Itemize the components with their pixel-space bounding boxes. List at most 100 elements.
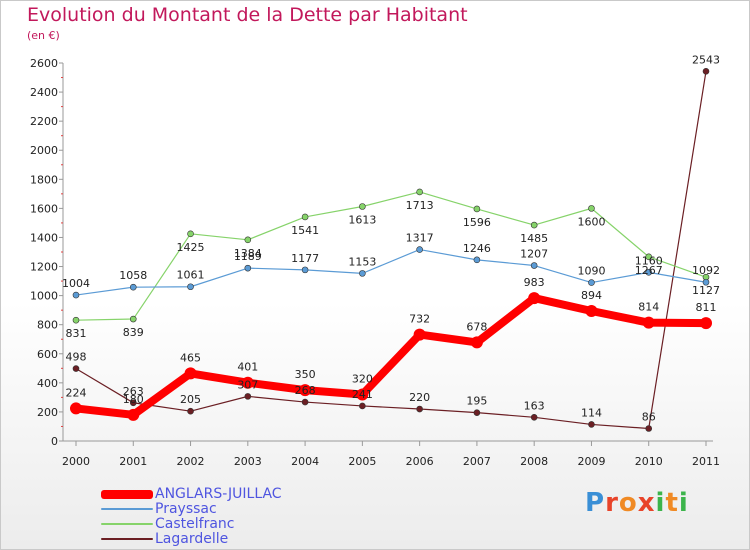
legend-swatch-prayssac — [101, 508, 153, 510]
data-label-lagardelle: 195 — [466, 395, 487, 408]
data-label-prayssac: 1189 — [234, 250, 262, 263]
data-point-anglars-juillac — [356, 388, 369, 401]
legend-label-anglars-juillac: ANGLARS-JUILLAC — [155, 486, 282, 502]
data-point-prayssac — [416, 246, 423, 253]
data-point-lagardelle — [187, 407, 194, 415]
data-label-lagardelle: 205 — [180, 393, 201, 406]
data-label-anglars-juillac: 894 — [581, 289, 602, 302]
logo-letter: r — [605, 488, 619, 518]
data-label-prayssac: 1061 — [177, 269, 205, 282]
data-point-anglars-juillac — [413, 328, 426, 341]
data-point-anglars-juillac — [585, 305, 598, 318]
legend-item-prayssac: Prayssac — [101, 501, 361, 517]
series-line-lagardelle — [75, 70, 707, 430]
data-point-prayssac — [702, 278, 710, 286]
logo-letter: t — [665, 488, 679, 518]
data-point-prayssac — [530, 262, 538, 269]
x-tick-label: 2010 — [635, 455, 663, 468]
data-label-prayssac: 1092 — [692, 264, 720, 277]
data-point-lagardelle — [588, 421, 595, 428]
data-point-castelfranc — [359, 203, 366, 210]
y-tick-label: 1600 — [30, 202, 58, 215]
data-label-anglars-juillac: 811 — [696, 301, 717, 314]
data-point-anglars-juillac — [299, 384, 312, 397]
data-label-castelfranc: 1600 — [577, 215, 605, 228]
data-point-anglars-juillac — [700, 317, 712, 330]
data-point-anglars-juillac — [642, 316, 655, 329]
data-label-castelfranc: 839 — [123, 326, 144, 339]
logo-letter: P — [585, 488, 606, 518]
x-tick-label: 2006 — [406, 455, 434, 468]
data-label-lagardelle: 114 — [581, 406, 602, 419]
y-tick-label: 1200 — [30, 261, 58, 274]
data-label-lagardelle: 2543 — [692, 53, 720, 66]
data-label-anglars-juillac: 465 — [180, 351, 201, 364]
x-tick-label: 2008 — [520, 455, 548, 468]
y-tick-label: 2000 — [30, 144, 58, 157]
y-tick-label: 0 — [51, 435, 58, 448]
data-label-anglars-juillac: 678 — [466, 320, 487, 333]
y-tick-label: 1800 — [30, 173, 58, 186]
data-label-prayssac: 1207 — [520, 248, 548, 261]
y-tick-label: 800 — [37, 319, 58, 332]
data-point-castelfranc — [244, 236, 252, 244]
data-label-prayssac: 1058 — [119, 269, 147, 282]
data-point-lagardelle — [416, 405, 423, 413]
data-point-prayssac — [473, 256, 481, 264]
data-label-anglars-juillac: 983 — [524, 276, 545, 289]
data-point-anglars-juillac — [470, 336, 483, 349]
data-label-castelfranc: 1541 — [291, 224, 319, 237]
data-point-anglars-juillac — [184, 367, 197, 380]
legend-swatch-castelfranc — [101, 523, 153, 525]
x-tick-label: 2002 — [177, 455, 205, 468]
legend-label-lagardelle: Lagardelle — [155, 531, 229, 547]
data-point-castelfranc — [301, 213, 309, 221]
data-label-lagardelle: 86 — [642, 410, 656, 423]
data-label-castelfranc: 1425 — [177, 241, 205, 254]
logo-letter: o — [618, 488, 638, 518]
series-lagardelle — [72, 67, 710, 432]
data-label-lagardelle: 307 — [237, 378, 258, 391]
data-point-prayssac — [359, 270, 366, 277]
x-tick-label: 2003 — [234, 455, 262, 468]
data-label-prayssac: 1004 — [62, 277, 90, 290]
data-label-anglars-juillac: 180 — [123, 393, 144, 406]
data-label-lagardelle: 241 — [352, 388, 373, 401]
data-point-anglars-juillac — [528, 292, 541, 305]
y-tick-label: 2600 — [30, 57, 58, 70]
data-point-anglars-juillac — [127, 408, 140, 421]
data-label-castelfranc: 1713 — [406, 199, 434, 212]
data-label-prayssac: 1177 — [291, 252, 319, 265]
data-point-lagardelle — [301, 398, 309, 406]
data-point-prayssac — [588, 279, 595, 286]
data-point-lagardelle — [473, 409, 481, 416]
data-point-castelfranc — [588, 205, 595, 212]
series-line-castelfranc — [75, 191, 707, 321]
y-tick-label: 1400 — [30, 231, 58, 244]
chart-unit-label: (en €) — [27, 29, 60, 42]
x-tick-label: 2004 — [291, 455, 319, 468]
data-label-lagardelle: 263 — [123, 385, 144, 398]
data-label-anglars-juillac: 224 — [66, 386, 87, 399]
data-point-lagardelle — [129, 399, 137, 407]
data-label-anglars-juillac: 732 — [409, 313, 430, 326]
data-label-castelfranc: 831 — [66, 327, 87, 340]
data-point-prayssac — [129, 283, 137, 291]
series-line-prayssac — [75, 248, 707, 296]
data-label-lagardelle: 163 — [524, 399, 545, 412]
chart-title: Evolution du Montant de la Dette par Hab… — [27, 4, 468, 26]
x-tick-label: 2005 — [348, 455, 376, 468]
data-label-prayssac: 1317 — [406, 232, 434, 245]
legend-item-lagardelle: Lagardelle — [101, 531, 361, 547]
data-label-anglars-juillac: 814 — [638, 301, 659, 314]
logo-letter: x — [637, 488, 656, 518]
series-anglars-juillac — [70, 292, 712, 421]
legend-swatch-anglars-juillac — [101, 490, 153, 499]
y-tick-label: 200 — [37, 406, 58, 419]
data-point-castelfranc — [530, 221, 538, 229]
data-point-castelfranc — [129, 315, 137, 323]
data-point-lagardelle — [72, 365, 80, 372]
y-tick-label: 2400 — [30, 86, 58, 99]
x-tick-label: 2011 — [692, 455, 720, 468]
